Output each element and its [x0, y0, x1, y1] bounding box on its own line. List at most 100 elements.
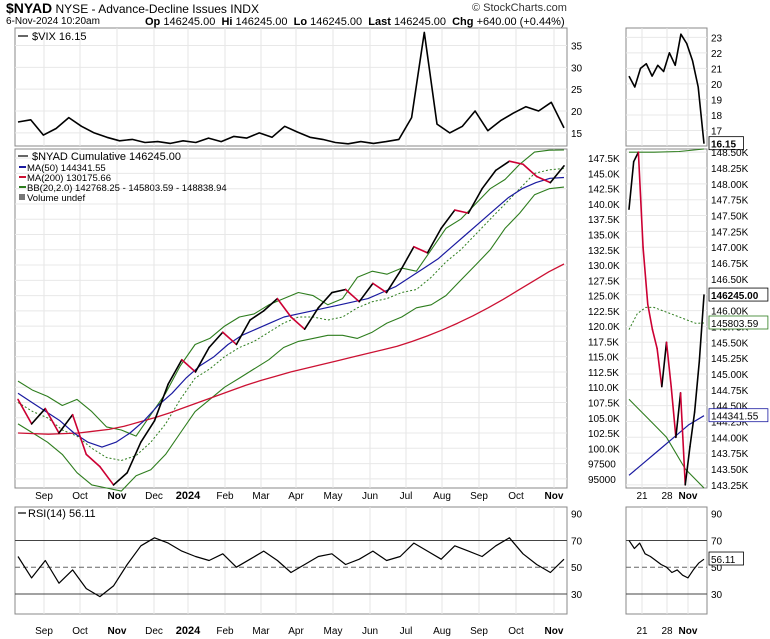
y-tick-znyad-16: 144.50K — [711, 402, 749, 413]
panel-frames — [14, 27, 708, 615]
zoom-vix-value: 16.15 — [711, 140, 736, 151]
y-tick-znyad-18: 144.00K — [711, 433, 749, 444]
zoom-ma50-value-box — [708, 408, 769, 423]
ma50-line — [17, 176, 565, 448]
zoom-nyad-price-seg-10 — [670, 385, 677, 439]
nyad-price-seg-3 — [44, 407, 60, 434]
y-tick-znyad-0: 148.50K — [711, 148, 749, 159]
y-tick-znyad-17: 144.25K — [711, 417, 749, 428]
zoom-nyad-price-seg-2 — [632, 151, 640, 163]
x-label-main-0-13: Oct — [508, 491, 524, 502]
x-label-zoom-1-2: Nov — [679, 626, 698, 637]
y-tick-znyad-21: 143.25K — [711, 481, 749, 492]
nyad-price-seg-19 — [262, 297, 279, 312]
nyad-price-seg-30 — [413, 245, 429, 254]
x-label-main-1-0: Sep — [35, 626, 53, 637]
legend-bb: BB(20,2.0) 142768.25 - 145803.59 - 14883… — [27, 183, 227, 194]
y-tick-znyad-1: 148.25K — [711, 164, 749, 175]
nyad-price-seg-25 — [344, 288, 361, 303]
nyad-price-seg-36 — [494, 160, 511, 172]
last-value: 146245.00 — [393, 16, 446, 28]
x-label-zoom-1-0: 21 — [636, 626, 648, 637]
nyad-price-seg-15 — [208, 331, 224, 349]
panel-frame-rsi — [14, 506, 568, 615]
zoom-nyad-price-seg-7 — [656, 347, 663, 388]
y-tick-nyad-19: 100.0K — [588, 444, 620, 455]
y-tick-znyad-8: 146.50K — [711, 275, 749, 286]
x-label-main-0-4: 2024 — [176, 490, 201, 502]
x-label-main-1-9: Jun — [362, 626, 378, 637]
y-tick-znyad-4: 147.50K — [711, 212, 749, 223]
y-tick-zvix-2: 21 — [711, 64, 723, 75]
zoom-nyad-price-seg-12 — [679, 392, 687, 486]
nyad-price-seg-8 — [112, 471, 128, 486]
zoom-nyad-price-seg-3 — [637, 151, 644, 249]
nyad-price-seg-11 — [153, 383, 169, 422]
x-label-main-1-5: Feb — [216, 626, 234, 637]
y-tick-zvix-1: 22 — [711, 49, 723, 60]
legend-ma200: MA(200) 130175.66 — [27, 173, 111, 184]
y-tick-znyad-3: 147.75K — [711, 196, 749, 207]
y-tick-zvix-6: 17 — [711, 126, 723, 137]
nyad-price-seg-32 — [440, 209, 456, 230]
y-tick-nyad-8: 127.5K — [588, 276, 620, 287]
nyad-price-seg-18 — [249, 310, 265, 321]
y-tick-nyad-17: 105.0K — [588, 414, 620, 425]
y-tick-nyad-15: 110.0K — [588, 383, 619, 394]
y-tick-nyad-0: 147.5K — [588, 154, 620, 165]
nyad-price-seg-13 — [181, 358, 197, 373]
vix-line — [17, 31, 565, 145]
symbol: $NYAD — [6, 0, 53, 16]
x-label-main-0-5: Feb — [216, 491, 234, 502]
nyad-price-seg-23 — [317, 291, 333, 309]
y-tick-nyad-14: 112.5K — [588, 368, 619, 379]
hi-value: 146245.00 — [235, 16, 288, 28]
x-label-main-1-11: Aug — [433, 626, 451, 637]
zoom-bb-lower-line — [628, 398, 705, 489]
nyad-price-seg-28 — [385, 270, 402, 294]
zoom-ma50-value: 144341.55 — [711, 412, 759, 423]
y-tick-zrsi-0: 90 — [711, 510, 723, 521]
y-tick-rsi-3: 30 — [571, 590, 583, 601]
nyad-price-seg-7 — [99, 465, 115, 486]
nyad-price-seg-6 — [85, 453, 101, 468]
nyad-price-seg-33 — [453, 209, 470, 214]
y-tick-znyad-19: 143.75K — [711, 449, 749, 460]
y-tick-zvix-4: 19 — [711, 95, 723, 106]
x-label-main-0-1: Oct — [72, 491, 88, 502]
nyad-price-seg-29 — [399, 245, 415, 272]
y-tick-znyad-2: 148.00K — [711, 180, 749, 191]
y-tick-zrsi-3: 30 — [711, 590, 723, 601]
nyad-price-seg-31 — [426, 227, 442, 254]
symbol-description: NYSE - Advance-Decline Issues — [55, 2, 227, 16]
y-tick-znyad-15: 144.75K — [711, 386, 749, 397]
y-tick-rsi-2: 50 — [571, 563, 583, 574]
nyad-price-seg-37 — [508, 160, 524, 166]
legend-vix: $VIX 16.15 — [32, 31, 86, 43]
legend-ma50: MA(50) 144341.55 — [27, 163, 106, 174]
y-tick-zvix-5: 18 — [711, 111, 723, 122]
lo-value: 146245.00 — [310, 16, 363, 28]
last-label: Last — [368, 16, 391, 28]
chart-legends: $VIX 16.15 $NYAD Cumulative 146245.00 MA… — [27, 31, 227, 520]
x-label-zoom-0-1: 28 — [661, 491, 673, 502]
chg-label: Chg — [452, 16, 474, 28]
y-tick-nyad-1: 145.0K — [588, 169, 620, 180]
x-label-main-0-2: Nov — [108, 491, 127, 502]
zoom-nyad-last: 146245.00 — [711, 291, 759, 302]
y-tick-vix-0: 35 — [571, 41, 583, 52]
y-tick-rsi-0: 90 — [571, 510, 583, 521]
y-tick-znyad-13: 145.25K — [711, 354, 749, 365]
y-tick-znyad-7: 146.75K — [711, 259, 749, 270]
zoom-nyad-price-seg-1 — [628, 160, 635, 210]
nyad-price-seg-39 — [535, 175, 552, 184]
x-label-main-0-8: May — [324, 491, 343, 502]
rsi-line-rsi — [17, 537, 565, 598]
x-label-main-1-10: Jul — [400, 626, 413, 637]
y-tick-znyad-12: 145.50K — [711, 338, 749, 349]
zoom-bb-mid-value-box — [708, 315, 769, 330]
x-label-main-0-10: Jul — [400, 491, 413, 502]
nyad-price-seg-2 — [30, 407, 47, 425]
